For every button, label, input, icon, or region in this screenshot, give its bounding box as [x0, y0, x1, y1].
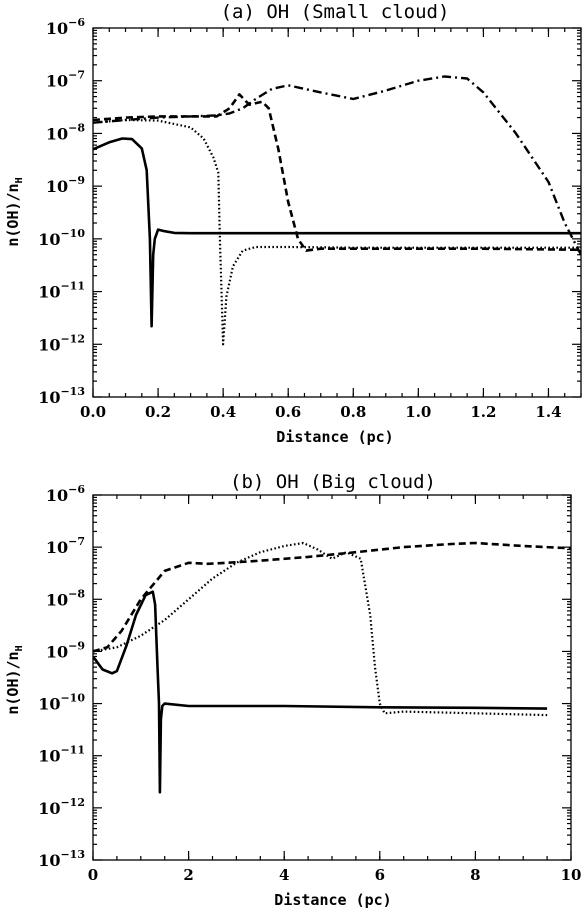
y-tick-label: 10−8 — [46, 121, 85, 143]
x-tick-label: 4 — [279, 866, 289, 884]
y-tick-label: 10−8 — [46, 587, 85, 609]
y-axis-label: n(OH)/nH — [4, 645, 25, 714]
y-tick-label: 10−13 — [38, 848, 85, 870]
x-axis-label: Distance (pc) — [274, 891, 391, 909]
x-tick-label: 1.2 — [470, 403, 496, 421]
x-tick-label: 0.6 — [275, 403, 301, 421]
series-line-dotted — [93, 541, 548, 717]
y-tick-label: 10−12 — [38, 796, 85, 818]
x-tick-label: 10 — [561, 866, 582, 884]
chart-title: (b) OH (Big cloud) — [230, 471, 436, 493]
series-line-dashed — [93, 93, 581, 252]
svg-text:n(OH)/nH: n(OH)/nH — [4, 177, 25, 246]
x-axis-label: Distance (pc) — [276, 428, 393, 446]
y-tick-label: 10−7 — [46, 535, 85, 557]
x-tick-label: 0 — [88, 866, 98, 884]
panel-b: (b) OH (Big cloud) Distance (pc) n(OH)/n… — [4, 471, 581, 909]
y-tick-label: 10−11 — [38, 744, 85, 766]
x-tick-label: 1.4 — [535, 403, 561, 421]
x-tick-label: 8 — [470, 866, 480, 884]
chart-title: (a) OH (Small cloud) — [221, 1, 450, 23]
y-tick-label: 10−12 — [38, 332, 85, 354]
y-tick-label: 10−13 — [38, 385, 85, 407]
x-tick-label: 6 — [375, 866, 385, 884]
y-tick-label: 10−11 — [38, 280, 85, 302]
x-tick-label: 0.8 — [340, 403, 366, 421]
y-tick-label: 10−10 — [38, 227, 85, 249]
y-tick-label: 10−9 — [46, 639, 85, 661]
series-line-solid — [93, 137, 581, 328]
y-tick-label: 10−6 — [46, 483, 85, 505]
plot-frame — [92, 494, 572, 861]
panel-a: (a) OH (Small cloud) Distance (pc) n(OH)… — [4, 1, 582, 446]
x-tick-label: 0.0 — [80, 403, 106, 421]
series-line-dashdot — [93, 75, 581, 256]
x-tick-label: 0.2 — [145, 403, 171, 421]
y-tick-label: 10−10 — [38, 692, 85, 714]
y-tick-label: 10−7 — [46, 69, 85, 91]
series-line-solid — [93, 590, 548, 794]
y-tick-label: 10−6 — [46, 16, 85, 38]
y-tick-label: 10−9 — [46, 174, 85, 196]
series-line-dotted — [93, 118, 581, 346]
x-tick-label: 2 — [183, 866, 193, 884]
x-tick-label: 1.0 — [405, 403, 431, 421]
plot-frame — [92, 27, 582, 398]
x-tick-label: 0.4 — [210, 403, 236, 421]
series-line-dashed — [93, 541, 571, 653]
y-axis-label: n(OH)/nH — [4, 177, 25, 246]
svg-text:n(OH)/nH: n(OH)/nH — [4, 645, 25, 714]
